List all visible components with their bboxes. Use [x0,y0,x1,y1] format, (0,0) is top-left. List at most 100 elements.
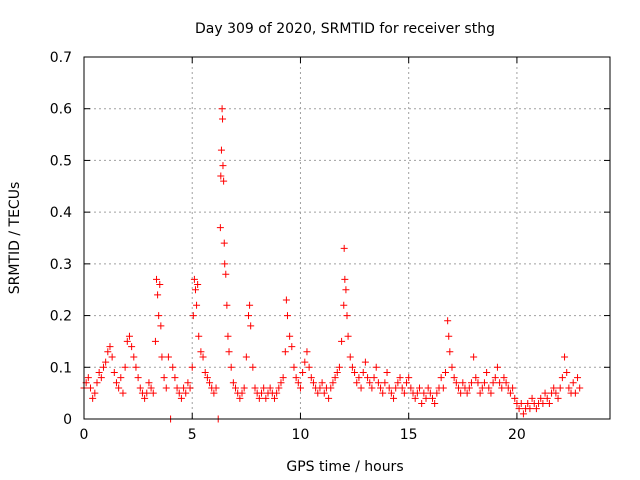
plot-frame [83,56,611,420]
data-point [537,394,545,402]
data-point [240,384,248,392]
data-point [478,384,486,392]
data-point [141,394,149,402]
data-point [511,394,519,402]
data-point [558,374,566,382]
y-tick-label: 0.3 [50,257,72,273]
data-point [169,363,177,371]
data-point [232,384,240,392]
data-point [266,384,274,392]
data-point [147,384,155,392]
data-point [206,379,214,387]
x-tick-label: 10 [292,427,310,443]
data-point [296,384,304,392]
data-point [156,281,164,289]
data-point [273,389,281,397]
data-point [219,115,227,123]
data-point [151,337,159,345]
data-point [403,379,411,387]
data-point [197,348,205,356]
data-point [515,405,523,413]
data-point [331,374,339,382]
x-tick-label: 15 [400,427,418,443]
data-point [552,389,560,397]
data-point [299,368,307,376]
data-point [550,384,558,392]
data-point [344,332,352,340]
data-point [338,337,346,345]
data-point [115,384,123,392]
data-point [318,379,326,387]
data-point [554,394,562,402]
data-point [426,389,434,397]
data-point [119,389,127,397]
data-point [346,353,354,361]
data-point [160,374,168,382]
data-point [463,389,471,397]
data-point [130,353,138,361]
data-point [99,363,107,371]
data-point [539,399,547,407]
data-point [407,384,415,392]
data-point [275,384,283,392]
data-point [545,399,553,407]
data-point [420,389,428,397]
data-point [528,394,536,402]
data-point [353,379,361,387]
data-point [154,291,162,299]
data-point [489,379,497,387]
data-point [487,389,495,397]
data-point [242,353,250,361]
data-point [422,394,430,402]
data-point [218,105,226,113]
data-point [543,394,551,402]
data-point [307,374,315,382]
data-point [374,379,382,387]
data-point [506,389,514,397]
data-point [175,389,183,397]
data-point [225,348,233,356]
data-point [251,384,259,392]
data-point [405,374,413,382]
data-point [341,275,349,283]
data-point [450,374,458,382]
data-point [246,301,254,309]
data-point [574,374,582,382]
data-point [387,389,395,397]
data-point [153,275,161,283]
data-point [227,363,235,371]
data-point [480,379,488,387]
data-point [325,394,333,402]
data-point [445,332,453,340]
data-point [372,363,380,371]
y-tick-label: 0 [63,412,72,428]
data-point [526,405,534,413]
chart-title: Day 309 of 2020, SRMTID for receiver sth… [195,21,495,37]
data-point [519,410,527,418]
data-point [180,384,188,392]
data-point [188,363,196,371]
data-point [171,374,179,382]
data-point [303,348,311,356]
data-point [149,389,157,397]
data-point [95,368,103,376]
data-point [158,353,166,361]
data-point [270,394,278,402]
data-point [366,379,374,387]
data-point [301,358,309,366]
data-point [238,389,246,397]
data-point [189,312,197,320]
data-point [86,384,94,392]
data-point [433,389,441,397]
data-point [292,374,300,382]
data-point [121,363,129,371]
data-point [569,379,577,387]
data-point [305,363,313,371]
x-tick-label: 0 [80,427,89,443]
data-point [392,384,400,392]
y-axis-label: SRMTID / TECUs [7,182,23,295]
data-point [357,384,365,392]
data-point [359,368,367,376]
data-point [361,358,369,366]
data-point [195,332,203,340]
